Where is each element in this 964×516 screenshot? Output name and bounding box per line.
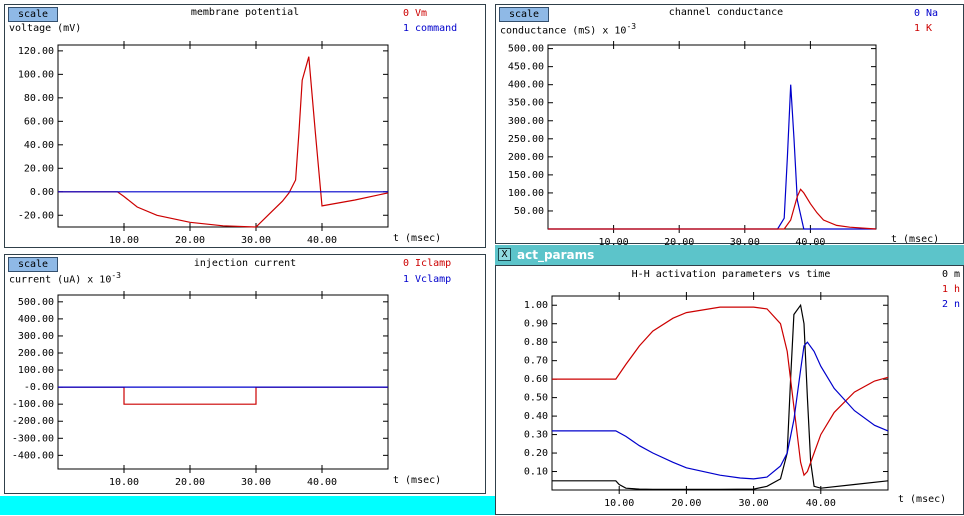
activation-parameters-chart: 0.10 0.20 0.30 0.40 0.50 0.60 0.70 0.80 0.90 1.00…: [524, 292, 889, 509]
channel-conductance-panel: scale channel conductance conductance (m…: [495, 4, 964, 248]
membrane-potential-panel: scale membrane potential voltage (mV) 0 …: [4, 4, 486, 248]
y-tick-label: 400.00: [18, 314, 54, 325]
panel-title: H-H activation parameters vs time: [631, 269, 831, 280]
y-tick-label: 500.00: [508, 44, 544, 55]
y-tick-label: 0.90: [524, 319, 548, 330]
panel-title: channel conductance: [668, 7, 784, 18]
x-tick-label: 10.00: [604, 498, 634, 509]
x-tick-label: 40.00: [795, 237, 825, 248]
y-tick-label: 1.00: [524, 300, 548, 311]
plot-frame: [57, 44, 389, 228]
series-line-k: [548, 188, 877, 230]
y-tick-label: 500.00: [18, 297, 54, 308]
x-axis-label: t (msec): [891, 234, 940, 245]
plot-frame: [547, 44, 877, 230]
scale-button[interactable]: scale: [8, 7, 58, 22]
y-tick-label: 120.00: [18, 46, 54, 57]
legend-na: 0 Na: [914, 8, 939, 19]
plot-frame: [57, 294, 389, 470]
y-tick-label: 0.30: [524, 430, 548, 441]
y-tick-label: -300.00: [12, 433, 54, 444]
y-tick-label: 50.00: [514, 206, 544, 217]
activation-parameters-panel: H-H activation parameters vs time 0 m 1 …: [495, 265, 964, 515]
y-tick-label: 0.20: [524, 448, 548, 459]
y-tick-label: 60.00: [24, 116, 54, 127]
x-tick-label: 10.00: [109, 235, 139, 246]
y-tick-label: 200.00: [508, 152, 544, 163]
y-tick-label: -0.00: [24, 382, 54, 393]
series-line-na: [548, 84, 876, 230]
y-tick-label: -200.00: [12, 416, 54, 427]
x-tick-label: 40.00: [806, 498, 836, 509]
y-tick-label: 40.00: [24, 140, 54, 151]
window-titlebar[interactable]: X act_params: [495, 245, 964, 265]
y-tick-label: 450.00: [508, 62, 544, 73]
legend-vclamp: 1 Vclamp: [403, 274, 452, 285]
y-tick-label: 200.00: [18, 348, 54, 359]
legend-command: 1 command: [403, 23, 458, 34]
series-line-n: [552, 341, 889, 480]
legend-k: 1 K: [914, 23, 933, 34]
x-tick-label: 40.00: [307, 235, 337, 246]
series-line-vm: [58, 56, 389, 228]
y-tick-label: 0.70: [524, 356, 548, 367]
y-tick-label: 350.00: [508, 98, 544, 109]
y-tick-label: 0.80: [524, 337, 548, 348]
injection-current-panel: scale injection current current (uA) x 1…: [4, 254, 486, 494]
x-tick-label: 10.00: [109, 477, 139, 488]
x-window-icon[interactable]: X: [498, 248, 511, 261]
x-axis-label: t (msec): [898, 494, 947, 505]
y-tick-label: 400.00: [508, 80, 544, 91]
x-tick-label: 30.00: [241, 477, 271, 488]
legend-iclamp: 0 Iclamp: [403, 258, 452, 269]
series-line-m: [552, 303, 889, 490]
series-line-iclamp: [58, 386, 388, 405]
channel-conductance-chart: 50.00 100.00 150.00 200.00 250.00 300.00 350.0…: [508, 41, 877, 248]
x-tick-label: 30.00: [730, 237, 760, 248]
series-line-h: [552, 306, 889, 477]
y-tick-label: 0.40: [524, 411, 548, 422]
panel-title: injection current: [193, 258, 297, 269]
x-tick-label: 20.00: [664, 237, 694, 248]
membrane-potential-chart: -20.00 0.00 20.00 40.00 60.00 80.00 100.00 120.…: [18, 41, 389, 246]
legend-m: 0 m: [942, 269, 961, 280]
y-tick-label: -100.00: [12, 399, 54, 410]
x-axis-label: t (msec): [393, 475, 442, 486]
x-axis-label: t (msec): [393, 233, 442, 244]
legend-h: 1 h: [942, 284, 961, 295]
y-tick-label: 100.00: [18, 365, 54, 376]
window-title: act_params: [517, 248, 595, 262]
injection-current-chart: -400.00 -300.00 -200.00 -100.00 -0.00 100.00 2…: [12, 291, 389, 488]
y-tick-label: 300.00: [508, 116, 544, 127]
y-tick-label: 0.10: [524, 467, 548, 478]
x-tick-label: 20.00: [175, 235, 205, 246]
y-tick-label: 80.00: [24, 93, 54, 104]
y-axis-label: voltage (mV): [9, 23, 82, 34]
y-tick-label: 20.00: [24, 163, 54, 174]
x-tick-label: 20.00: [175, 477, 205, 488]
scale-button[interactable]: scale: [8, 257, 58, 272]
panel-title: membrane potential: [190, 7, 300, 18]
cyan-strip: [0, 496, 495, 515]
y-axis-label: conductance (mS) x 10-3: [500, 22, 637, 37]
y-tick-label: 150.00: [508, 170, 544, 181]
x-tick-label: 40.00: [307, 477, 337, 488]
x-tick-label: 10.00: [599, 237, 629, 248]
y-tick-label: 0.60: [524, 374, 548, 385]
y-tick-label: 300.00: [18, 331, 54, 342]
legend-vm: 0 Vm: [403, 8, 428, 19]
y-tick-label: 0.00: [30, 187, 54, 198]
x-tick-label: 30.00: [241, 235, 271, 246]
y-tick-label: 100.00: [18, 69, 54, 80]
y-tick-label: -20.00: [18, 210, 54, 221]
scale-button[interactable]: scale: [499, 7, 549, 22]
x-tick-label: 30.00: [739, 498, 769, 509]
y-tick-label: -400.00: [12, 450, 54, 461]
y-axis-label: current (uA) x 10-3: [9, 271, 121, 286]
x-tick-label: 20.00: [671, 498, 701, 509]
y-tick-label: 250.00: [508, 134, 544, 145]
y-tick-label: 100.00: [508, 188, 544, 199]
legend-n: 2 n: [942, 299, 961, 310]
y-tick-label: 0.50: [524, 393, 548, 404]
